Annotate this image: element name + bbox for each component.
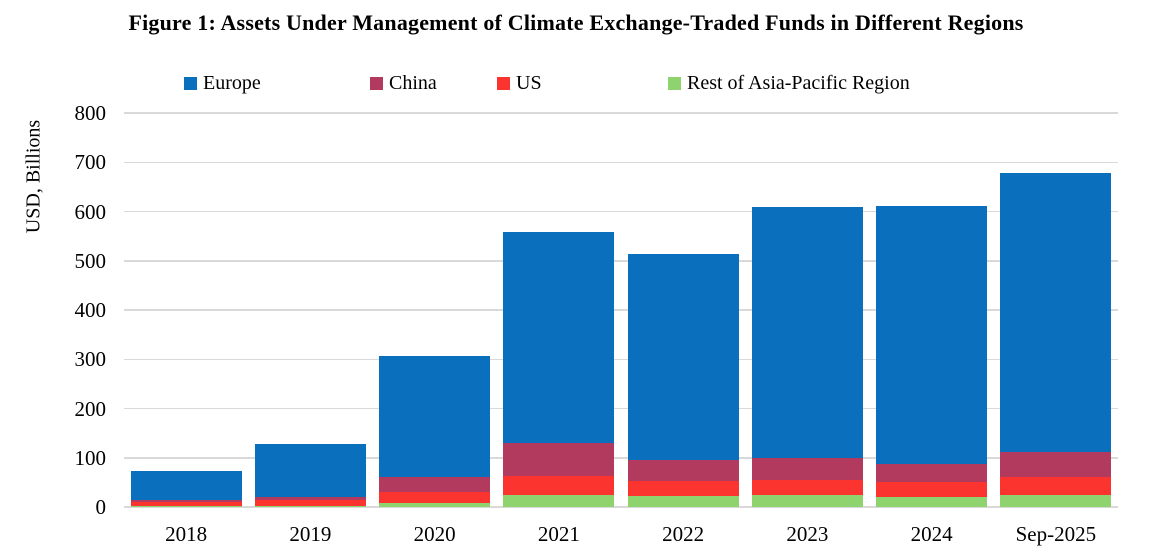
legend-label-europe: Europe [203, 71, 261, 94]
bar-segment-2021-us [503, 475, 615, 496]
y-tick-800: 800 [74, 101, 107, 125]
legend-swatch-rest-of-asia-pacific-region [668, 76, 681, 90]
bar-segment-2018-rest-of-asia-pacific-region [130, 506, 242, 507]
bar-segment-sep-2025-china [1000, 451, 1112, 477]
bar-segment-2024-china [876, 463, 988, 482]
stacked-bar-2018 [130, 470, 242, 507]
stacked-bar-2020 [379, 355, 491, 507]
x-tick-2023: 2023 [786, 522, 829, 546]
bar-slot-sep-2025 [994, 113, 1118, 507]
bar-slot-2022 [621, 113, 745, 507]
y-tick-0: 0 [95, 495, 107, 519]
y-tick-700: 700 [74, 150, 107, 175]
gridline-800 [124, 112, 1118, 114]
bar-segment-2020-us [379, 492, 491, 504]
stacked-bar-2023 [751, 206, 863, 507]
bar-segment-2022-europe [627, 254, 739, 460]
y-tick-400: 400 [74, 298, 107, 322]
y-tick-200: 200 [74, 396, 107, 421]
stacked-bar-2022 [627, 254, 739, 507]
legend-label-rest-of-asia-pacific-region: Rest of Asia-Pacific Region [687, 71, 910, 94]
x-tick-2021: 2021 [537, 522, 580, 546]
x-tick-sep-2025: Sep-2025 [1015, 522, 1097, 546]
bar-slot-2023 [745, 113, 869, 507]
legend-item-us: US [497, 72, 542, 94]
bar-segment-2023-china [751, 458, 863, 480]
bar-segment-2019-us [254, 499, 366, 506]
gridline-400 [124, 309, 1118, 311]
bar-segment-sep-2025-europe [1000, 173, 1112, 452]
bar-segment-2023-rest-of-asia-pacific-region [751, 494, 863, 507]
x-tick-2024: 2024 [910, 522, 953, 546]
gridline-200 [124, 407, 1118, 410]
x-tick-2022: 2022 [662, 522, 705, 546]
bar-segment-2020-europe [379, 355, 491, 478]
bar-segment-sep-2025-us [1000, 476, 1112, 496]
bar-segment-2018-china [130, 500, 242, 503]
stacked-bar-2019 [254, 444, 366, 507]
gridline-100 [124, 457, 1118, 459]
figure-title: Figure 1: Assets Under Management of Cli… [128, 10, 1024, 35]
stacked-bar-sep-2025 [1000, 173, 1112, 507]
bar-segment-2024-rest-of-asia-pacific-region [876, 496, 988, 507]
bar-slot-2024 [870, 113, 994, 507]
gridline-600 [124, 210, 1118, 213]
legend-label-us: US [516, 71, 542, 94]
stacked-bar-2024 [876, 206, 988, 507]
bar-segment-2020-china [379, 477, 491, 493]
legend-label-china: China [389, 71, 437, 94]
legend-item-rest-of-asia-pacific-region: Rest of Asia-Pacific Region [668, 72, 910, 94]
y-tick-500: 500 [74, 248, 107, 273]
bar-slot-2021 [497, 113, 621, 507]
legend-swatch-europe [184, 76, 197, 90]
gridline-300 [124, 358, 1118, 360]
x-tick-2020: 2020 [413, 522, 456, 546]
y-tick-100: 100 [74, 445, 107, 470]
y-tick-300: 300 [74, 347, 107, 372]
gridline-700 [124, 161, 1118, 163]
legend-item-europe: Europe [184, 72, 261, 94]
bar-slot-2020 [373, 113, 497, 507]
y-tick-600: 600 [74, 199, 107, 224]
bar-segment-2018-us [130, 502, 242, 507]
gridline-500 [124, 260, 1118, 262]
bar-segment-2022-rest-of-asia-pacific-region [627, 496, 739, 507]
bar-segment-2018-europe [130, 470, 242, 501]
bar-segment-2022-us [627, 481, 739, 497]
gridline-0 [124, 506, 1118, 508]
bar-segment-2022-china [627, 459, 739, 482]
bar-segment-2019-china [254, 496, 366, 500]
x-tick-2019: 2019 [289, 522, 332, 546]
legend-swatch-china [370, 76, 383, 90]
bar-segment-sep-2025-rest-of-asia-pacific-region [1000, 495, 1112, 507]
bar-segment-2019-europe [254, 444, 366, 497]
bar-segment-2024-europe [876, 206, 988, 464]
bar-segment-2023-us [751, 479, 863, 495]
stacked-bar-2021 [503, 232, 615, 507]
bar-segment-2021-rest-of-asia-pacific-region [503, 495, 615, 507]
legend-item-china: China [370, 72, 437, 94]
bar-segment-2024-us [876, 481, 988, 497]
plot-area [124, 112, 1118, 508]
bar-segment-2023-europe [751, 206, 863, 459]
bar-slot-2018 [124, 113, 248, 507]
legend-swatch-us [497, 76, 510, 90]
bar-segment-2021-europe [503, 232, 615, 444]
x-tick-2018: 2018 [165, 522, 208, 546]
bar-slot-2019 [248, 113, 372, 507]
bar-segment-2020-rest-of-asia-pacific-region [379, 503, 491, 507]
bar-segment-2019-rest-of-asia-pacific-region [254, 505, 366, 507]
bar-segment-2021-china [503, 443, 615, 476]
